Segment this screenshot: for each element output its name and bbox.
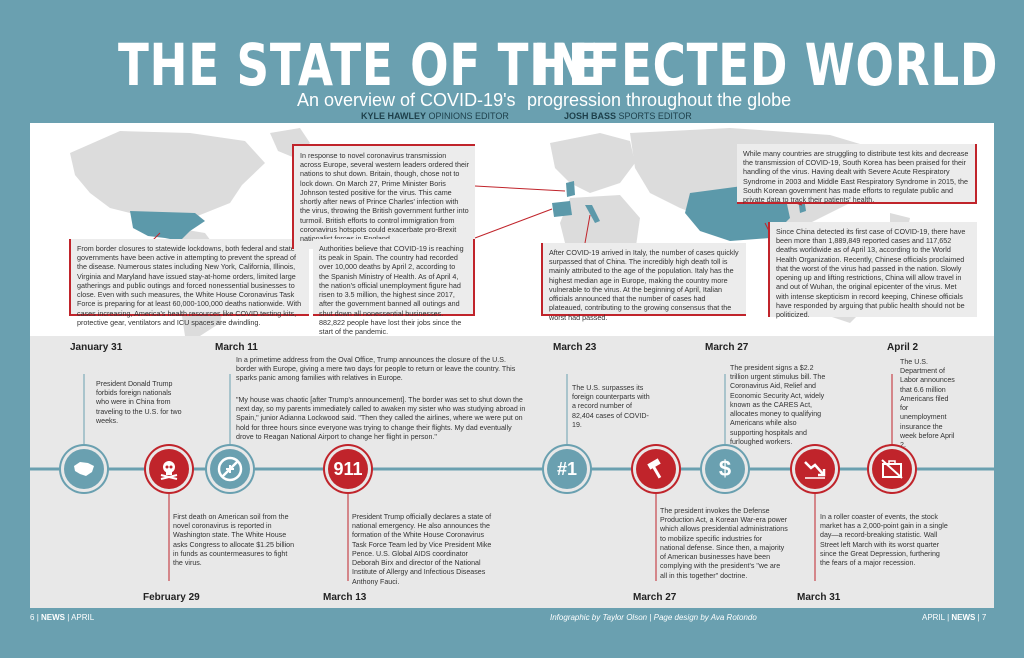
date-march-13: March 13 — [323, 592, 367, 603]
south-korea-info-box: While many countries are struggling to d… — [737, 144, 977, 204]
timeline-panel: January 31 President Donald Trump forbid… — [30, 336, 994, 608]
event-march-23-text: The U.S. surpasses its foreign counterpa… — [572, 384, 650, 429]
hammer-icon — [647, 458, 662, 479]
byline-2: JOSH BASS SPORTS EDITOR — [564, 111, 692, 121]
footer-right: APRIL | NEWS | 7 — [922, 613, 987, 622]
event-march-11-text: In a primetime address from the Oval Off… — [236, 356, 516, 383]
dollar-icon: $ — [705, 449, 745, 489]
china-info-box: Since China detected its first case of C… — [768, 222, 977, 319]
date-march-27-cares: March 27 — [705, 342, 749, 353]
date-february-29: February 29 — [143, 592, 200, 603]
page-number-right: 7 — [981, 613, 987, 622]
china-map-icon — [64, 449, 104, 489]
911-glyph: 911 — [333, 459, 363, 479]
dollar-glyph: $ — [718, 456, 732, 481]
no-jobs-icon — [872, 449, 912, 489]
world-map-panel: From border closures to statewide lockdo… — [30, 123, 994, 336]
footer-credits: Infographic by Taylor Olson | Page desig… — [550, 613, 757, 622]
date-january-31: January 31 — [70, 342, 123, 353]
event-march-11-quote: "My house was chaotic [after Trump's ann… — [236, 396, 526, 441]
title-right: INFECTED WORLD — [533, 31, 999, 99]
date-march-23: March 23 — [553, 342, 597, 353]
event-march-27-cares-text: The president signs a $2.2 trillion urge… — [730, 364, 826, 446]
usa-highlight — [130, 211, 205, 241]
month-left: APRIL — [71, 613, 95, 622]
date-april-2: April 2 — [887, 342, 919, 353]
no-flights-icon — [217, 456, 243, 482]
skull-icon — [160, 461, 178, 480]
spain-info-box: Authorities believe that COVID-19 is rea… — [313, 239, 475, 336]
event-march-13-text: President Trump officially declares a st… — [352, 513, 492, 586]
date-march-31: March 31 — [797, 592, 841, 603]
author-1-name: KYLE HAWLEY — [361, 111, 427, 121]
month-right: APRIL — [922, 613, 945, 622]
author-1-role: OPINIONS EDITOR — [428, 111, 509, 121]
spain-highlight — [552, 201, 572, 217]
date-march-27-dpa: March 27 — [633, 592, 677, 603]
number-one-icon: #1 — [547, 449, 587, 489]
china-map-icon — [74, 462, 94, 476]
subtitle-left: An overview of COVID-19's — [297, 90, 516, 110]
footer-left: 6 | NEWS | APRIL — [30, 613, 95, 622]
event-march-27-dpa-text: The president invokes the Defense Produc… — [660, 507, 788, 580]
author-2-name: JOSH BASS — [564, 111, 617, 121]
uk-highlight — [566, 181, 575, 197]
title-left: THE STATE OF THE — [118, 31, 600, 99]
page-number-left: 6 — [30, 613, 35, 622]
stock-decline-icon — [795, 449, 835, 489]
section-left: NEWS — [41, 613, 65, 622]
hammer-icon — [636, 449, 676, 489]
event-april-2-text: The U.S. Department of Labor announces t… — [900, 358, 955, 449]
subtitle-right: progression throughout the globe — [527, 90, 792, 110]
section-right: NEWS — [951, 613, 976, 622]
italy-highlight — [585, 205, 600, 223]
event-march-31-text: In a roller coaster of events, the stock… — [820, 513, 948, 568]
europe-info-box: In response to novel coronavirus transmi… — [292, 144, 475, 249]
stock-decline-icon — [804, 461, 826, 479]
event-february-29-text: First death on American soil from the no… — [173, 513, 295, 568]
event-january-31-text: President Donald Trump forbids foreign n… — [96, 380, 182, 425]
date-march-11: March 11 — [215, 342, 258, 353]
911-icon: 911 — [328, 449, 368, 489]
no-jobs-icon — [881, 459, 903, 479]
italy-info-box: After COVID-19 arrived in Italy, the num… — [541, 243, 746, 322]
usa-info-box: From border closures to statewide lockdo… — [69, 239, 309, 327]
byline-1: KYLE HAWLEY OPINIONS EDITOR — [361, 111, 509, 121]
number-one-glyph: #1 — [556, 459, 578, 479]
author-2-role: SPORTS EDITOR — [618, 111, 692, 121]
skull-icon — [149, 449, 189, 489]
no-flights-icon — [210, 449, 250, 489]
